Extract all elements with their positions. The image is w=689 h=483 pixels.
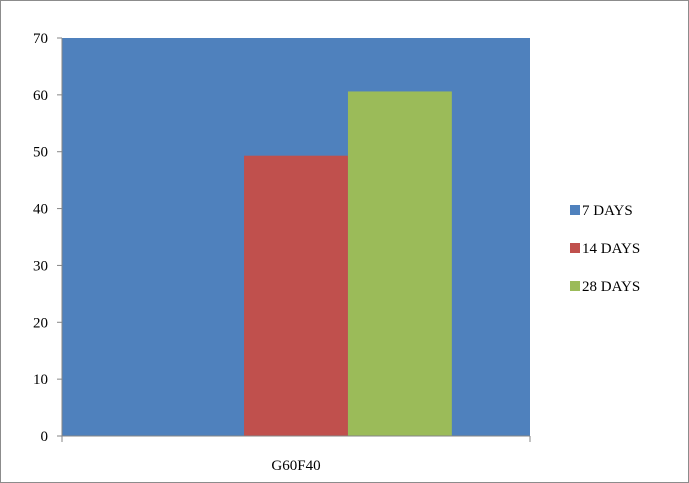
legend-swatch [570,205,580,215]
y-tick-label: 30 [33,258,48,274]
x-ticks: G60F40 [61,436,531,474]
legend-swatch [570,281,580,291]
legend-label: 14 DAYS [582,241,640,257]
legend-swatch [570,243,580,253]
y-tick-label: 10 [33,372,48,388]
legend: 7 DAYS 14 DAYS 28 DAYS [570,203,640,295]
plot-bars [62,38,530,437]
axes [61,38,530,437]
y-tick-label: 60 [33,88,48,104]
legend-label: 28 DAYS [582,279,640,295]
legend-label: 7 DAYS [582,203,633,219]
y-tick-label: 40 [33,202,48,218]
y-tick-label: 50 [33,145,48,161]
y-tick-label: 20 [33,315,48,331]
x-category-label: G60F40 [271,458,320,474]
y-tick-label: 70 [33,31,48,47]
bar-14-days-g60f40 [244,155,348,437]
bar-28-days-g60f40 [347,91,452,437]
y-ticks: 0 10 20 30 40 50 60 70 [33,31,62,445]
y-tick-label: 0 [41,429,49,445]
